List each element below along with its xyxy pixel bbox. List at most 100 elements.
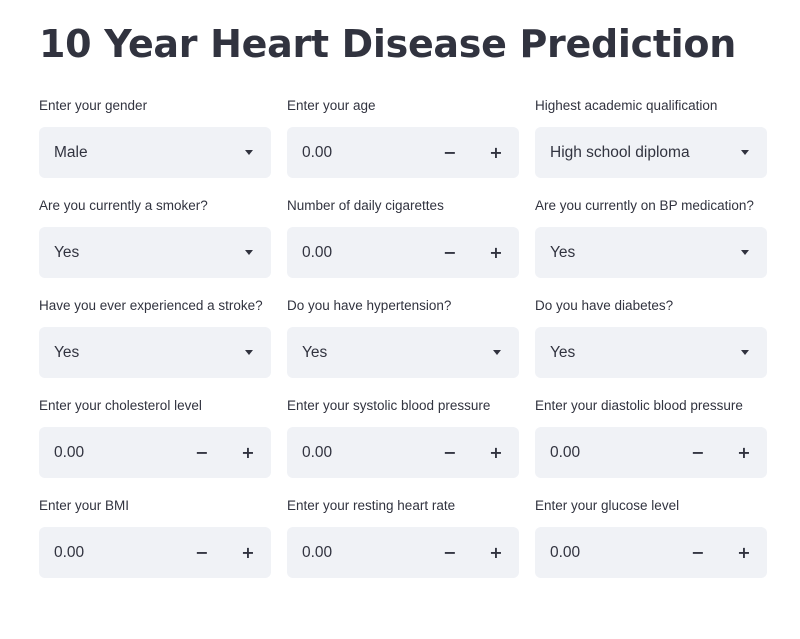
- field-label: Enter your age: [287, 98, 376, 113]
- field-label: Do you have diabetes?: [535, 298, 674, 313]
- form-field-enter-your-resting-heart-rate: Enter your resting heart rate 0.00 − +: [287, 498, 519, 598]
- form-field-enter-your-gender: Enter your gender Male: [39, 98, 271, 198]
- form-field-enter-your-systolic-blood-pressure: Enter your systolic blood pressure 0.00 − +: [287, 398, 519, 498]
- select-dropdown[interactable]: Male: [39, 127, 271, 178]
- select-dropdown[interactable]: Yes: [39, 327, 271, 378]
- number-input[interactable]: 0.00 − +: [287, 127, 519, 178]
- select-dropdown[interactable]: Yes: [535, 227, 767, 278]
- minus-icon[interactable]: −: [443, 443, 457, 462]
- number-value[interactable]: 0.00: [550, 444, 581, 461]
- field-label: Enter your systolic blood pressure: [287, 398, 491, 413]
- number-value[interactable]: 0.00: [302, 144, 333, 161]
- field-label: Enter your glucose level: [535, 498, 680, 513]
- field-label: Are you currently on BP medication?: [535, 198, 754, 213]
- select-value[interactable]: Yes: [302, 344, 328, 361]
- field-label: Highest academic qualification: [535, 98, 718, 113]
- plus-icon[interactable]: +: [737, 443, 751, 462]
- decrement-button[interactable]: −: [185, 527, 219, 578]
- chevron-down-icon[interactable]: [741, 250, 749, 255]
- select-value[interactable]: Yes: [54, 244, 80, 261]
- select-dropdown[interactable]: Yes: [535, 327, 767, 378]
- form-field-are-you-currently-on-bp-medication: Are you currently on BP medication? Yes: [535, 198, 767, 298]
- chevron-down-icon[interactable]: [245, 150, 253, 155]
- decrement-button[interactable]: −: [185, 427, 219, 478]
- prediction-form: Enter your gender Male Enter your age 0.00 −…: [39, 98, 767, 598]
- increment-button[interactable]: +: [727, 427, 761, 478]
- increment-button[interactable]: +: [479, 227, 513, 278]
- field-label: Enter your BMI: [39, 498, 130, 513]
- page-title: 10 Year Heart Disease Prediction: [39, 22, 736, 66]
- minus-icon[interactable]: −: [691, 543, 705, 562]
- select-value[interactable]: Yes: [550, 344, 576, 361]
- number-value[interactable]: 0.00: [550, 544, 581, 561]
- decrement-button[interactable]: −: [433, 227, 467, 278]
- number-value[interactable]: 0.00: [54, 544, 85, 561]
- increment-button[interactable]: +: [479, 527, 513, 578]
- field-label: Have you ever experienced a stroke?: [39, 298, 263, 313]
- chevron-down-icon[interactable]: [245, 350, 253, 355]
- field-label: Enter your diastolic blood pressure: [535, 398, 743, 413]
- number-value[interactable]: 0.00: [302, 244, 333, 261]
- select-dropdown[interactable]: Yes: [287, 327, 519, 378]
- plus-icon[interactable]: +: [489, 143, 503, 162]
- plus-icon[interactable]: +: [489, 243, 503, 262]
- form-field-enter-your-diastolic-blood-pressure: Enter your diastolic blood pressure 0.00 −…: [535, 398, 767, 498]
- select-value[interactable]: Yes: [54, 344, 80, 361]
- select-value[interactable]: Yes: [550, 244, 576, 261]
- number-input[interactable]: 0.00 − +: [287, 427, 519, 478]
- decrement-button[interactable]: −: [681, 427, 715, 478]
- decrement-button[interactable]: −: [433, 527, 467, 578]
- number-input[interactable]: 0.00 − +: [39, 527, 271, 578]
- plus-icon[interactable]: +: [241, 443, 255, 462]
- number-input[interactable]: 0.00 − +: [287, 527, 519, 578]
- increment-button[interactable]: +: [479, 127, 513, 178]
- select-dropdown[interactable]: Yes: [39, 227, 271, 278]
- field-label: Enter your cholesterol level: [39, 398, 202, 413]
- form-field-do-you-have-hypertension: Do you have hypertension? Yes: [287, 298, 519, 398]
- minus-icon[interactable]: −: [195, 543, 209, 562]
- increment-button[interactable]: +: [479, 427, 513, 478]
- field-label: Number of daily cigarettes: [287, 198, 444, 213]
- number-input[interactable]: 0.00 − +: [39, 427, 271, 478]
- chevron-down-icon[interactable]: [741, 350, 749, 355]
- form-field-have-you-ever-experienced-a-stroke: Have you ever experienced a stroke? Yes: [39, 298, 271, 398]
- increment-button[interactable]: +: [231, 427, 265, 478]
- select-value[interactable]: Male: [54, 144, 88, 161]
- field-label: Enter your resting heart rate: [287, 498, 456, 513]
- select-value[interactable]: High school diploma: [550, 144, 690, 161]
- number-value[interactable]: 0.00: [302, 444, 333, 461]
- chevron-down-icon[interactable]: [245, 250, 253, 255]
- chevron-down-icon[interactable]: [493, 350, 501, 355]
- minus-icon[interactable]: −: [443, 143, 457, 162]
- form-field-number-of-daily-cigarettes: Number of daily cigarettes 0.00 − +: [287, 198, 519, 298]
- decrement-button[interactable]: −: [433, 427, 467, 478]
- field-label: Are you currently a smoker?: [39, 198, 208, 213]
- increment-button[interactable]: +: [727, 527, 761, 578]
- form-field-enter-your-glucose-level: Enter your glucose level 0.00 − +: [535, 498, 767, 598]
- plus-icon[interactable]: +: [489, 443, 503, 462]
- minus-icon[interactable]: −: [195, 443, 209, 462]
- increment-button[interactable]: +: [231, 527, 265, 578]
- form-field-do-you-have-diabetes: Do you have diabetes? Yes: [535, 298, 767, 398]
- form-field-enter-your-age: Enter your age 0.00 − +: [287, 98, 519, 198]
- form-field-enter-your-cholesterol-level: Enter your cholesterol level 0.00 − +: [39, 398, 271, 498]
- decrement-button[interactable]: −: [433, 127, 467, 178]
- plus-icon[interactable]: +: [489, 543, 503, 562]
- field-label: Do you have hypertension?: [287, 298, 452, 313]
- plus-icon[interactable]: +: [737, 543, 751, 562]
- field-label: Enter your gender: [39, 98, 148, 113]
- plus-icon[interactable]: +: [241, 543, 255, 562]
- form-field-enter-your-bmi: Enter your BMI 0.00 − +: [39, 498, 271, 598]
- minus-icon[interactable]: −: [443, 543, 457, 562]
- minus-icon[interactable]: −: [443, 243, 457, 262]
- select-dropdown[interactable]: High school diploma: [535, 127, 767, 178]
- decrement-button[interactable]: −: [681, 527, 715, 578]
- minus-icon[interactable]: −: [691, 443, 705, 462]
- number-input[interactable]: 0.00 − +: [287, 227, 519, 278]
- number-input[interactable]: 0.00 − +: [535, 427, 767, 478]
- chevron-down-icon[interactable]: [741, 150, 749, 155]
- number-value[interactable]: 0.00: [54, 444, 85, 461]
- number-value[interactable]: 0.00: [302, 544, 333, 561]
- number-input[interactable]: 0.00 − +: [535, 527, 767, 578]
- form-field-highest-academic-qualification: Highest academic qualification High schoo…: [535, 98, 767, 198]
